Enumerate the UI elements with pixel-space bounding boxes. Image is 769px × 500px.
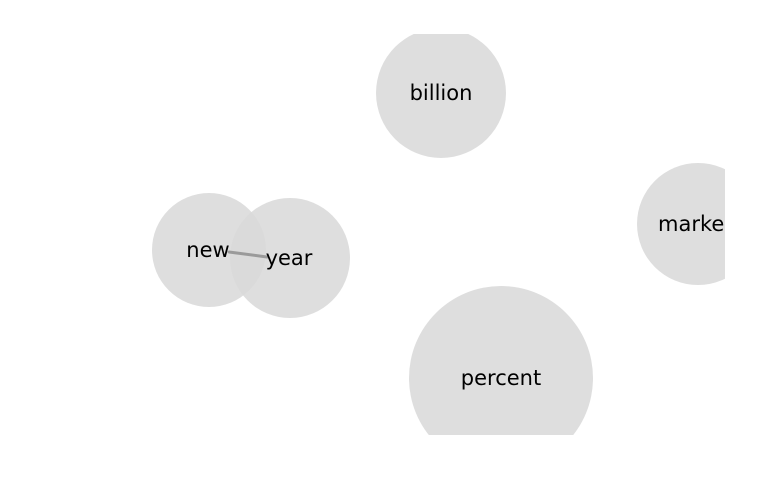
node-percent-label: percent: [461, 366, 541, 390]
node-market-bubble[interactable]: [637, 163, 759, 285]
node-percent-bubble[interactable]: [409, 286, 593, 470]
node-new-label: new: [186, 238, 229, 262]
node-year-bubble[interactable]: [230, 198, 350, 318]
node-year-label: year: [266, 246, 313, 270]
node-billion-bubble[interactable]: [376, 28, 506, 158]
edge-new-year: [227, 250, 269, 259]
node-market-label: marke: [658, 212, 724, 236]
node-billion-label: billion: [410, 81, 473, 105]
